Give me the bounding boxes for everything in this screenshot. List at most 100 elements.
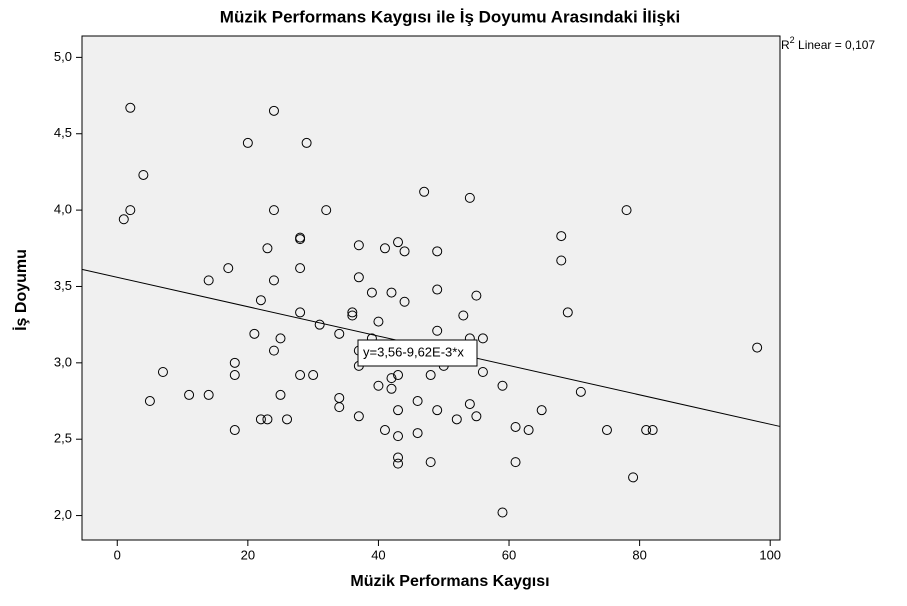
- point: [432, 325, 443, 336]
- point: [386, 287, 397, 298]
- point: [393, 370, 404, 381]
- point: [295, 307, 306, 318]
- point: [138, 169, 149, 180]
- point: [366, 287, 377, 298]
- point: [125, 102, 136, 113]
- x-axis-label: Müzik Performans Kaygısı: [350, 573, 549, 590]
- y-tick-label: 4,0: [54, 202, 72, 217]
- point: [379, 243, 390, 254]
- point: [229, 357, 240, 368]
- point: [556, 255, 567, 266]
- r2-sup: 2: [790, 35, 795, 45]
- point: [184, 389, 195, 400]
- point: [334, 402, 345, 413]
- point: [386, 383, 397, 394]
- point: [477, 333, 488, 344]
- point: [432, 405, 443, 416]
- fit-label: y=3,56-9,62E-3*x: [363, 344, 464, 359]
- point: [425, 457, 436, 468]
- point: [295, 232, 306, 243]
- point: [255, 295, 266, 306]
- point: [223, 263, 234, 274]
- r2-rest: Linear = 0,107: [795, 38, 876, 52]
- x-tick-label: 0: [114, 547, 121, 562]
- point: [262, 243, 273, 254]
- point: [295, 370, 306, 381]
- point: [556, 231, 567, 242]
- point: [393, 237, 404, 248]
- point: [471, 411, 482, 422]
- point: [203, 275, 214, 286]
- point: [641, 425, 652, 436]
- point: [562, 307, 573, 318]
- point: [647, 425, 658, 436]
- point: [412, 396, 423, 407]
- point: [412, 428, 423, 439]
- point: [628, 472, 639, 483]
- point: [393, 458, 404, 469]
- x-tick-label: 100: [759, 547, 781, 562]
- point: [464, 399, 475, 410]
- y-tick-label: 2,0: [54, 507, 72, 522]
- point: [282, 414, 293, 425]
- point: [314, 319, 325, 330]
- point: [425, 370, 436, 381]
- point: [125, 205, 136, 216]
- plot-area: [81, 35, 781, 541]
- point: [373, 380, 384, 391]
- point: [621, 205, 632, 216]
- point: [275, 333, 286, 344]
- point: [752, 342, 763, 353]
- point: [308, 370, 319, 381]
- point: [229, 425, 240, 436]
- point: [393, 452, 404, 463]
- point: [393, 431, 404, 442]
- point: [471, 290, 482, 301]
- point: [203, 389, 214, 400]
- r2-label: R2 Linear = 0,107: [781, 35, 875, 52]
- y-tick-label: 4,5: [54, 125, 72, 140]
- point: [334, 328, 345, 339]
- point: [262, 414, 273, 425]
- point: [451, 414, 462, 425]
- fit-label-box: [357, 339, 478, 367]
- y-tick-label: 5,0: [54, 49, 72, 64]
- point: [432, 246, 443, 257]
- x-tick-label: 80: [632, 547, 646, 562]
- x-tick-label: 60: [502, 547, 516, 562]
- point: [373, 316, 384, 327]
- point: [399, 296, 410, 307]
- point: [523, 425, 534, 436]
- y-tick-label: 3,5: [54, 278, 72, 293]
- point: [268, 105, 279, 116]
- point: [229, 370, 240, 381]
- point: [536, 405, 547, 416]
- point: [347, 310, 358, 321]
- point: [419, 186, 430, 197]
- point: [510, 457, 521, 468]
- point: [353, 272, 364, 283]
- point: [458, 310, 469, 321]
- point: [242, 137, 253, 148]
- point: [399, 246, 410, 257]
- point: [321, 205, 332, 216]
- point: [301, 137, 312, 148]
- point: [386, 373, 397, 384]
- point: [497, 380, 508, 391]
- point: [353, 411, 364, 422]
- point: [157, 367, 168, 377]
- point: [393, 405, 404, 416]
- x-tick-label: 40: [371, 547, 385, 562]
- point: [268, 275, 279, 286]
- point: [295, 263, 306, 274]
- point: [347, 307, 358, 318]
- point: [464, 192, 475, 203]
- y-tick-label: 2,5: [54, 431, 72, 446]
- point: [353, 240, 364, 251]
- y-axis-label: İş Doyumu: [12, 249, 30, 331]
- point: [144, 396, 155, 407]
- point: [379, 425, 390, 436]
- point: [497, 507, 508, 518]
- point: [118, 214, 129, 225]
